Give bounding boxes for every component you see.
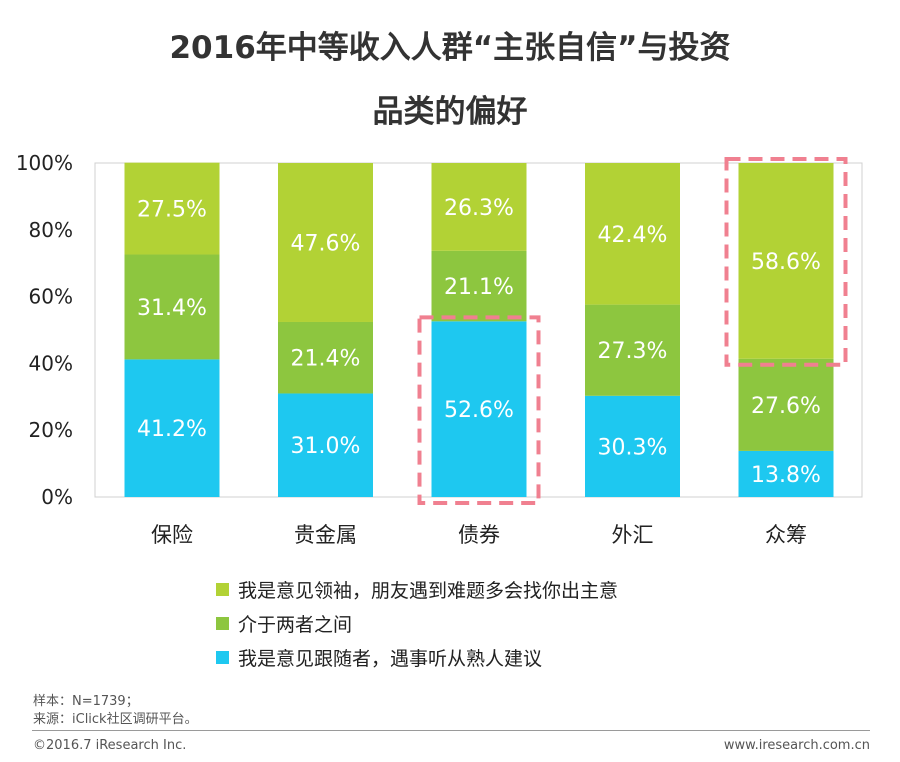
data-label: 30.3% bbox=[598, 435, 668, 460]
bar-segment bbox=[585, 163, 680, 305]
bar-segment bbox=[585, 395, 680, 497]
data-label: 52.6% bbox=[444, 398, 514, 423]
data-label: 27.5% bbox=[137, 198, 207, 223]
data-label: 27.3% bbox=[598, 339, 668, 364]
legend-swatch-leader bbox=[216, 582, 229, 596]
data-label: 41.2% bbox=[137, 417, 207, 442]
bar-segment bbox=[431, 321, 527, 497]
legend: 我是意见领袖，朋友遇到难题多会找你出主意 介于两者之间 我是意见跟随者，遇事听从… bbox=[216, 572, 618, 674]
data-label: 42.4% bbox=[598, 223, 668, 248]
y-tick-label: 40% bbox=[29, 351, 73, 375]
y-tick-label: 0% bbox=[41, 485, 73, 509]
legend-item-follower: 我是意见跟随者，遇事听从熟人建议 bbox=[216, 640, 618, 674]
x-category-label: 众筹 bbox=[765, 523, 807, 547]
legend-item-neutral: 介于两者之间 bbox=[216, 606, 618, 640]
copyright: ©2016.7 iResearch Inc. bbox=[33, 738, 187, 753]
x-category-label: 保险 bbox=[151, 523, 193, 547]
bar-segment bbox=[124, 162, 220, 255]
bar-segment bbox=[738, 163, 834, 359]
legend-item-leader: 我是意见领袖，朋友遇到难题多会找你出主意 bbox=[216, 572, 618, 606]
bar-segment bbox=[431, 163, 527, 251]
bar-segment bbox=[278, 163, 373, 322]
data-label: 31.0% bbox=[291, 434, 361, 459]
bar-segment bbox=[278, 321, 373, 394]
bar-segment bbox=[431, 250, 527, 322]
data-label: 31.4% bbox=[137, 296, 207, 321]
data-label: 26.3% bbox=[444, 196, 514, 221]
footer-divider bbox=[32, 730, 870, 731]
legend-swatch-neutral bbox=[216, 616, 229, 630]
bar-segment bbox=[124, 254, 220, 360]
data-label: 27.6% bbox=[751, 394, 821, 419]
y-tick-label: 100% bbox=[16, 151, 73, 175]
legend-swatch-follower bbox=[216, 650, 229, 664]
bar-segment bbox=[738, 450, 834, 497]
data-label: 58.6% bbox=[751, 250, 821, 275]
chart-title-line2: 品类的偏好 bbox=[372, 94, 528, 130]
legend-label-follower: 我是意见跟随者，遇事听从熟人建议 bbox=[238, 647, 543, 670]
bar-segment bbox=[124, 359, 220, 497]
y-tick-label: 20% bbox=[29, 418, 73, 442]
legend-label-neutral: 介于两者之间 bbox=[238, 613, 353, 636]
source-note: 来源：iClick社区调研平台。 bbox=[33, 712, 198, 727]
bar-segment bbox=[738, 358, 834, 451]
highlight-box bbox=[724, 157, 848, 367]
bar-segment bbox=[278, 393, 373, 497]
bar-segment bbox=[585, 304, 680, 396]
sample-note: 样本：N=1739； bbox=[33, 694, 139, 709]
data-label: 47.6% bbox=[291, 231, 361, 256]
x-category-label: 债券 bbox=[458, 523, 500, 547]
data-label: 21.4% bbox=[291, 347, 361, 372]
data-label: 13.8% bbox=[751, 463, 821, 488]
x-category-label: 贵金属 bbox=[294, 523, 357, 547]
y-tick-label: 60% bbox=[29, 285, 73, 309]
data-label: 21.1% bbox=[444, 275, 514, 300]
highlight-box bbox=[417, 315, 541, 506]
stacked-bar-chart: 0% 20% 40% 60% 80% 100% 41.2% 31.4% 27.5% 保险 31.0%… bbox=[16, 151, 863, 547]
x-category-label: 外汇 bbox=[612, 523, 654, 547]
website-url: www.iresearch.com.cn bbox=[723, 738, 870, 753]
chart-title-line1: 2016年中等收入人群“主张自信”与投资 bbox=[169, 30, 731, 66]
legend-label-leader: 我是意见领袖，朋友遇到难题多会找你出主意 bbox=[238, 579, 619, 602]
y-tick-label: 80% bbox=[29, 218, 73, 242]
